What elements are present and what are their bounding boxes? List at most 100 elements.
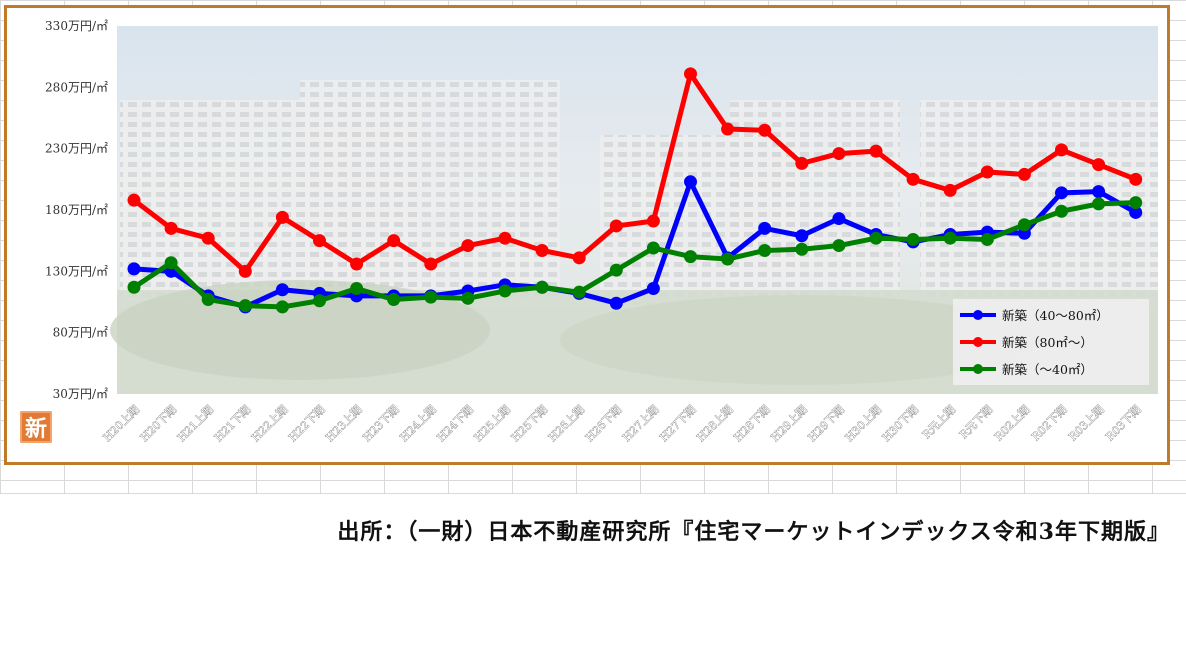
data-point — [275, 210, 289, 224]
x-axis: H20上期H20下期H21上期H21下期H22上期H22下期H23上期H23下期… — [100, 403, 1144, 445]
x-tick-label: H30上期 — [843, 403, 884, 444]
data-point — [313, 294, 326, 308]
x-tick-label: H30下期 — [880, 403, 921, 444]
x-tick-label: H24上期 — [397, 403, 438, 444]
y-tick-label: 330万円/㎡ — [45, 19, 108, 33]
data-point — [498, 231, 512, 245]
data-point — [943, 183, 957, 197]
data-point — [498, 284, 512, 298]
x-tick-label: R02上期 — [992, 403, 1033, 444]
x-tick-label: H29下期 — [806, 403, 847, 444]
x-tick-label: R02下期 — [1029, 403, 1070, 444]
data-point — [1017, 167, 1031, 181]
data-point — [387, 293, 401, 307]
data-point — [758, 221, 772, 235]
data-point — [238, 264, 252, 278]
x-tick-label: R03下期 — [1103, 403, 1144, 444]
data-point — [1092, 158, 1106, 172]
source-caption: 出所：（一財）日本不動産研究所『住宅マーケットインデックス令和3年下期版』 — [337, 519, 1170, 545]
y-tick-label: 80万円/㎡ — [53, 326, 108, 340]
source-bar — [0, 493, 1186, 557]
data-point — [127, 193, 141, 207]
data-point — [1092, 185, 1106, 199]
data-point — [1017, 218, 1031, 232]
data-point — [1055, 143, 1068, 157]
series-1 — [127, 67, 1143, 278]
x-tick-label: H27下期 — [657, 403, 698, 444]
data-point — [1129, 172, 1143, 186]
legend-label: 新築（～40㎡） — [1002, 362, 1093, 377]
data-point — [572, 285, 586, 299]
data-point — [275, 283, 289, 297]
data-point — [238, 299, 252, 313]
data-point — [721, 122, 735, 136]
x-tick-label: H28下期 — [731, 403, 772, 444]
data-point — [609, 219, 623, 233]
data-point — [127, 262, 141, 276]
y-tick-label: 180万円/㎡ — [45, 203, 108, 217]
data-point — [906, 232, 920, 246]
data-point — [795, 156, 809, 170]
data-point — [943, 231, 957, 245]
data-point — [795, 242, 809, 256]
data-point — [1055, 204, 1068, 218]
data-point — [313, 234, 326, 248]
data-point — [609, 296, 623, 310]
new-badge-icon: 新 — [20, 411, 52, 443]
data-point — [387, 234, 401, 248]
legend-label: 新築（80㎡～） — [1002, 335, 1093, 350]
x-tick-label: H23下期 — [360, 403, 401, 444]
series-line — [131, 71, 1139, 274]
legend: 新築（40～80㎡） 新築（80㎡～） 新築（～40㎡） — [953, 299, 1149, 385]
x-tick-label: H25下期 — [509, 403, 550, 444]
data-point — [832, 147, 846, 161]
data-point — [609, 263, 623, 277]
x-tick-label: H21上期 — [175, 403, 216, 444]
data-point — [164, 221, 178, 235]
y-axis: 330万円/㎡ 280万円/㎡ 230万円/㎡ 180万円/㎡ 130万円/㎡ 80万円/… — [45, 19, 108, 401]
data-point — [164, 256, 178, 270]
x-tick-label: H26上期 — [546, 403, 587, 444]
data-point — [424, 257, 438, 271]
data-point — [869, 144, 883, 158]
legend-swatch-marker — [973, 364, 983, 374]
x-tick-label: H26下期 — [583, 403, 624, 444]
x-tick-label: R03上期 — [1066, 403, 1107, 444]
x-tick-label: H22下期 — [286, 403, 327, 444]
line-chart: 330万円/㎡ 280万円/㎡ 230万円/㎡ 180万円/㎡ 130万円/㎡ 80万円/… — [45, 19, 1158, 445]
data-point — [572, 251, 586, 265]
x-tick-label: H25上期 — [472, 403, 513, 444]
data-point — [758, 123, 772, 137]
series-line — [131, 179, 1139, 310]
data-point — [350, 257, 364, 271]
x-tick-label: H23上期 — [323, 403, 364, 444]
data-point — [127, 280, 141, 294]
data-point — [684, 250, 697, 264]
data-point — [980, 165, 994, 179]
data-point — [684, 67, 697, 81]
data-point — [795, 229, 809, 243]
legend-swatch-marker — [973, 310, 983, 320]
data-point — [201, 231, 215, 245]
series-line — [131, 200, 1139, 310]
x-tick-label: H28上期 — [694, 403, 735, 444]
data-point — [1129, 205, 1143, 219]
data-point — [461, 291, 475, 305]
data-point — [906, 172, 920, 186]
x-tick-label: R元上期 — [920, 403, 958, 441]
data-point — [980, 232, 994, 246]
data-point — [535, 280, 549, 294]
data-point — [684, 175, 697, 189]
data-point — [869, 231, 883, 245]
data-point — [721, 252, 735, 266]
x-tick-label: H20上期 — [101, 403, 142, 444]
legend-label: 新築（40～80㎡） — [1002, 308, 1109, 323]
legend-swatch-marker — [973, 337, 983, 347]
x-tick-label: H22上期 — [249, 403, 290, 444]
x-tick-label: H29上期 — [768, 403, 809, 444]
y-tick-label: 30万円/㎡ — [53, 387, 108, 401]
y-tick-label: 280万円/㎡ — [45, 80, 108, 94]
y-tick-label: 130万円/㎡ — [45, 264, 108, 278]
data-point — [646, 214, 660, 228]
data-point — [350, 282, 364, 296]
